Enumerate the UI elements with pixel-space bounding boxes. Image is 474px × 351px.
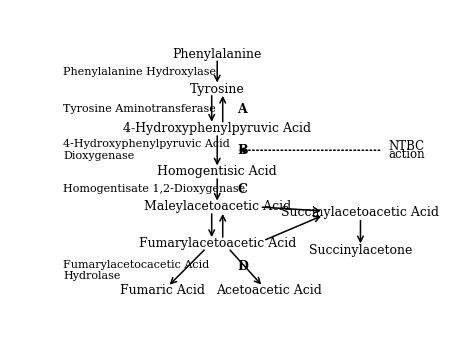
Text: Phenylalanine Hydroxylase: Phenylalanine Hydroxylase <box>63 67 216 77</box>
Text: 4-Hydroxyphenylpyruvic Acid: 4-Hydroxyphenylpyruvic Acid <box>123 122 311 135</box>
Text: C: C <box>237 183 247 196</box>
Text: action: action <box>388 148 425 161</box>
Text: 4-Hydroxyphenylpyruvic Acid
Dioxygenase: 4-Hydroxyphenylpyruvic Acid Dioxygenase <box>63 139 230 161</box>
Text: Acetoacetic Acid: Acetoacetic Acid <box>216 284 321 297</box>
Text: Homogentisate 1,2-Dioxygenase: Homogentisate 1,2-Dioxygenase <box>63 184 245 194</box>
Text: Fumaric Acid: Fumaric Acid <box>119 284 205 297</box>
Text: Fumarylacetocacetic Acid
Hydrolase: Fumarylacetocacetic Acid Hydrolase <box>63 260 209 281</box>
Text: D: D <box>237 260 248 273</box>
Text: Phenylalanine: Phenylalanine <box>173 48 262 61</box>
Text: Succinylacetone: Succinylacetone <box>309 244 412 257</box>
Text: Fumarylacetoacetic Acid: Fumarylacetoacetic Acid <box>138 237 296 250</box>
Text: B: B <box>237 144 248 157</box>
Text: Tyrosine: Tyrosine <box>190 83 245 96</box>
Text: Succinylacetoacetic Acid: Succinylacetoacetic Acid <box>282 206 439 219</box>
Text: A: A <box>237 102 247 115</box>
Text: NTBC: NTBC <box>388 140 424 153</box>
Text: Tyrosine Aminotransferase: Tyrosine Aminotransferase <box>63 104 216 114</box>
Text: Homogentisic Acid: Homogentisic Acid <box>157 165 277 178</box>
Text: Maleylacetoacetic Acid: Maleylacetoacetic Acid <box>144 200 291 213</box>
